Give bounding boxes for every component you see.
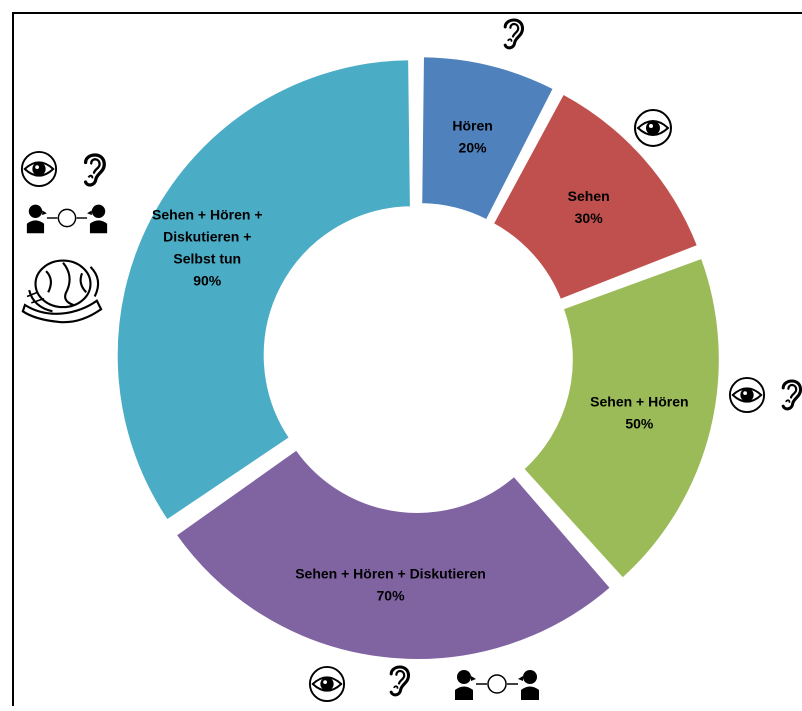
slice-value-label: 20% [459,140,488,156]
slice-value-label: 70% [377,587,406,603]
donut-slice [174,448,613,661]
slice-category-label: Hören [452,118,492,134]
frame-border [12,12,802,706]
slice-label: Hören 20% [452,118,492,156]
slice-category-label: Sehen [568,188,610,204]
slice-label: Sehen 30% [568,188,610,226]
slice-value-label: 90% [193,272,222,288]
slice-label: Sehen + Hören + Diskutieren 70% [295,565,486,603]
donut-slice [491,92,700,302]
slice-label: Sehen + Hören + Diskutieren + Selbst tun 90… [152,206,262,288]
slice-category-label: Sehen + Hören [590,394,688,410]
slice-category-label: Sehen + Hören + [152,206,262,222]
donut-slice [420,55,556,222]
donut-slice [521,256,721,581]
slice-category-label: Sehen + Hören + Diskutieren [295,565,486,581]
slice-value-label: 30% [575,210,604,226]
slice-category-label: Selbst tun [173,250,241,266]
slice-value-label: 50% [625,416,654,432]
slice-label: Sehen + Hören 50% [590,394,688,432]
slice-category-label: Diskutieren + [163,228,251,244]
slice-labels: Hören 20%Sehen 30%Sehen + Hören 50%Sehen + … [152,118,689,604]
donut-slice [115,58,412,522]
donut-slices [115,55,721,661]
